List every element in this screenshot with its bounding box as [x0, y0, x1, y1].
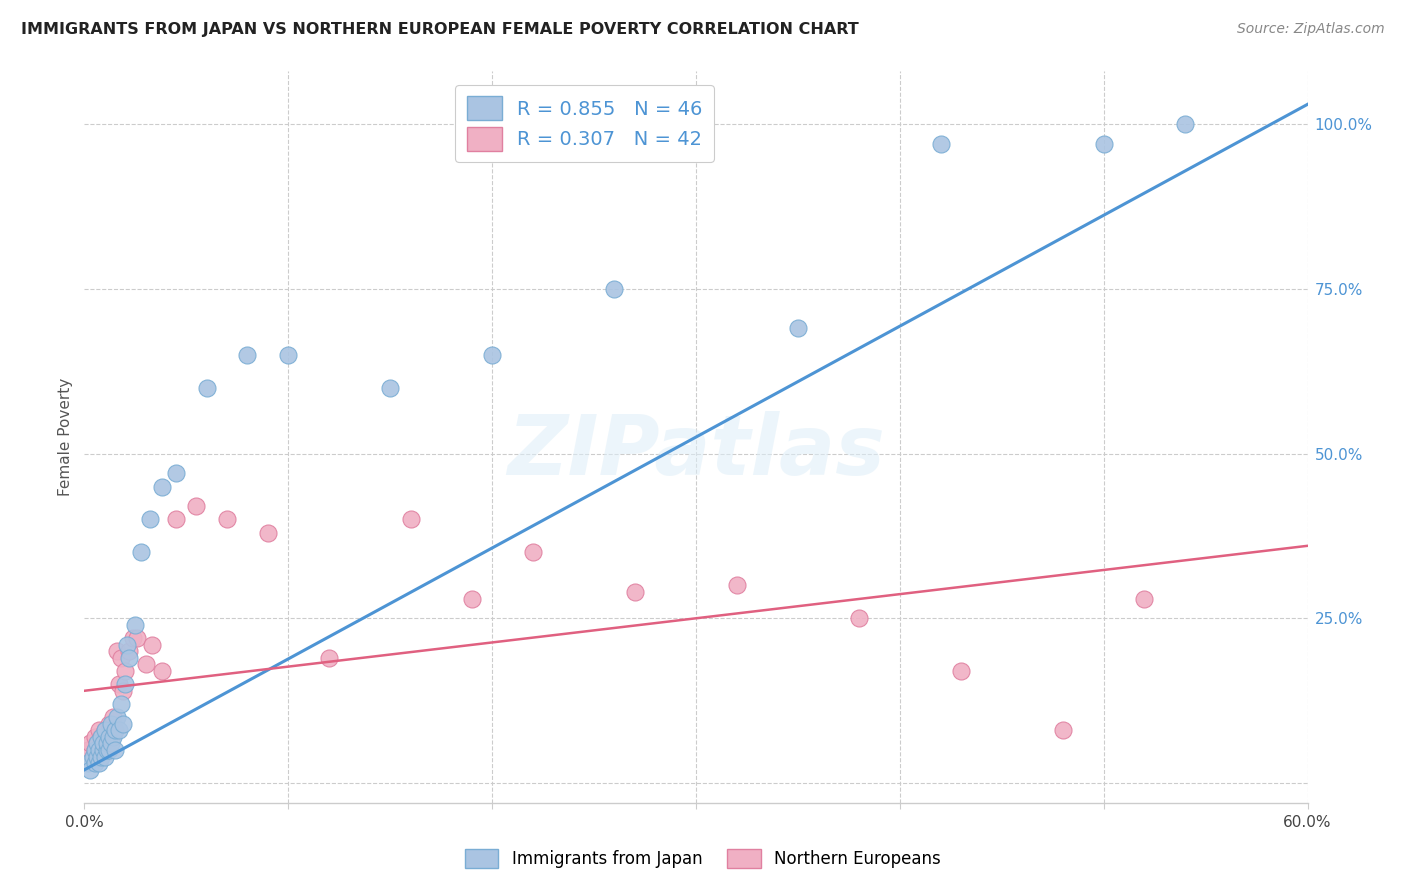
- Text: Source: ZipAtlas.com: Source: ZipAtlas.com: [1237, 22, 1385, 37]
- Point: [236, 348, 259, 362]
- Point: [1133, 591, 1156, 606]
- Point: [195, 381, 218, 395]
- Point: [1174, 117, 1197, 131]
- Point: [97, 730, 120, 744]
- Point: [115, 638, 138, 652]
- Point: [93, 749, 115, 764]
- Point: [90, 730, 112, 744]
- Point: [725, 578, 748, 592]
- Point: [461, 591, 484, 606]
- Point: [848, 611, 870, 625]
- Point: [91, 737, 114, 751]
- Point: [108, 677, 131, 691]
- Point: [380, 381, 402, 395]
- Point: [101, 710, 124, 724]
- Point: [257, 525, 280, 540]
- Point: [787, 321, 810, 335]
- Point: [150, 479, 173, 493]
- Point: [122, 631, 145, 645]
- Point: [100, 737, 122, 751]
- Point: [112, 683, 135, 698]
- Point: [105, 710, 128, 724]
- Point: [522, 545, 544, 559]
- Point: [91, 743, 114, 757]
- Point: [399, 512, 422, 526]
- Point: [96, 737, 118, 751]
- Point: [90, 730, 112, 744]
- Point: [86, 737, 108, 751]
- Point: [87, 756, 110, 771]
- Point: [87, 723, 110, 738]
- Point: [165, 467, 187, 481]
- Point: [110, 650, 132, 665]
- Point: [150, 664, 173, 678]
- Point: [97, 743, 120, 757]
- Point: [138, 512, 160, 526]
- Point: [104, 723, 127, 738]
- Point: [90, 749, 112, 764]
- Text: ZIPatlas: ZIPatlas: [508, 411, 884, 492]
- Point: [96, 743, 118, 757]
- Point: [93, 723, 115, 738]
- Point: [112, 716, 135, 731]
- Point: [101, 730, 124, 744]
- Point: [118, 650, 141, 665]
- Point: [93, 723, 115, 738]
- Point: [87, 743, 110, 757]
- Point: [77, 743, 100, 757]
- Point: [603, 282, 626, 296]
- Point: [90, 743, 112, 757]
- Point: [929, 136, 952, 151]
- Point: [135, 657, 157, 672]
- Point: [87, 749, 110, 764]
- Point: [86, 737, 108, 751]
- Point: [950, 664, 973, 678]
- Point: [104, 743, 127, 757]
- Point: [83, 743, 105, 757]
- Point: [82, 749, 104, 764]
- Point: [114, 664, 136, 678]
- Legend: R = 0.855   N = 46, R = 0.307   N = 42: R = 0.855 N = 46, R = 0.307 N = 42: [456, 85, 714, 162]
- Point: [165, 512, 187, 526]
- Point: [77, 756, 100, 771]
- Point: [105, 644, 128, 658]
- Point: [217, 512, 239, 526]
- Point: [141, 638, 163, 652]
- Y-axis label: Female Poverty: Female Poverty: [58, 378, 73, 496]
- Point: [83, 730, 105, 744]
- Point: [108, 723, 131, 738]
- Point: [97, 716, 120, 731]
- Point: [79, 737, 101, 751]
- Text: IMMIGRANTS FROM JAPAN VS NORTHERN EUROPEAN FEMALE POVERTY CORRELATION CHART: IMMIGRANTS FROM JAPAN VS NORTHERN EUROPE…: [21, 22, 859, 37]
- Point: [277, 348, 299, 362]
- Point: [83, 743, 105, 757]
- Point: [91, 737, 114, 751]
- Point: [114, 677, 136, 691]
- Point: [100, 716, 122, 731]
- Point: [83, 756, 105, 771]
- Point: [481, 348, 503, 362]
- Point: [186, 500, 208, 514]
- Point: [1092, 136, 1115, 151]
- Point: [1052, 723, 1074, 738]
- Point: [624, 585, 647, 599]
- Point: [82, 749, 104, 764]
- Point: [127, 631, 149, 645]
- Point: [318, 650, 340, 665]
- Point: [110, 697, 132, 711]
- Point: [124, 618, 146, 632]
- Legend: Immigrants from Japan, Northern Europeans: Immigrants from Japan, Northern European…: [458, 842, 948, 875]
- Point: [100, 730, 122, 744]
- Point: [79, 763, 101, 777]
- Point: [104, 723, 127, 738]
- Point: [118, 644, 141, 658]
- Point: [96, 743, 118, 757]
- Point: [131, 545, 153, 559]
- Point: [86, 749, 108, 764]
